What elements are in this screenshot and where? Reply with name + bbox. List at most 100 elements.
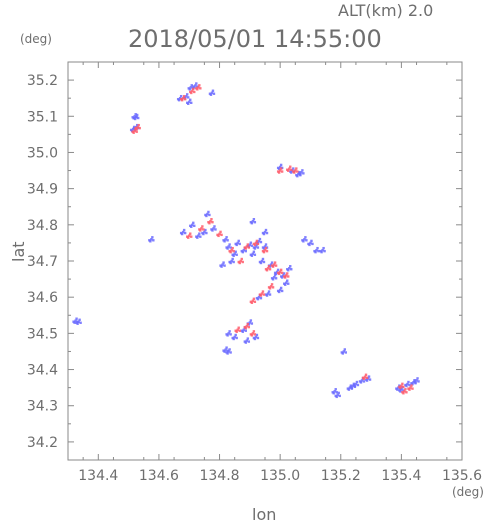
- echo-point-blue: [298, 170, 301, 174]
- echo-point-blue: [266, 292, 270, 295]
- y-axis-ticks: 35.2 35.1 35.0 34.9 34.8 34.7 34.6 34.5 34.4 34.3…: [27, 73, 462, 451]
- echo-point-blue: [285, 281, 288, 284]
- echo-point-blue: [263, 230, 267, 234]
- echo-point-blue: [273, 274, 277, 277]
- echo-point-blue: [223, 350, 226, 353]
- echo-point-blue: [225, 346, 228, 349]
- y-tick-label: 34.8: [27, 218, 58, 234]
- echo-point-blue: [203, 230, 206, 234]
- echo-point-blue: [237, 239, 240, 243]
- echo-point-blue: [205, 214, 208, 218]
- echo-point-blue: [193, 224, 196, 228]
- echo-point-blue: [400, 388, 403, 391]
- echo-point-blue: [311, 242, 314, 246]
- echo-point-red: [251, 332, 255, 335]
- echo-point-blue: [415, 379, 418, 382]
- echo-point-blue: [274, 277, 278, 280]
- echo-point-red: [253, 333, 257, 336]
- echo-point-blue: [309, 241, 312, 245]
- altitude-label: ALT(km) 2.0: [338, 1, 433, 20]
- echo-point-red: [362, 377, 366, 380]
- echo-point-blue: [231, 257, 234, 261]
- echo-point-blue: [197, 234, 200, 237]
- echo-point-blue: [134, 113, 137, 116]
- echo-point-red: [244, 247, 248, 250]
- echo-point-blue: [320, 250, 323, 254]
- echo-point-blue: [336, 393, 339, 397]
- echo-point-red: [293, 171, 296, 174]
- echo-point-blue: [279, 163, 283, 167]
- echo-point-red: [252, 330, 256, 333]
- echo-point-red: [404, 388, 407, 391]
- echo-point-blue: [359, 381, 363, 384]
- echo-point-blue: [264, 228, 268, 232]
- echo-point-red: [289, 165, 292, 168]
- echo-point-red: [211, 221, 214, 224]
- echo-point-blue: [259, 296, 263, 300]
- echo-point-red: [245, 324, 249, 328]
- echo-point-blue: [253, 253, 257, 256]
- echo-point-blue: [360, 379, 364, 382]
- echo-point-blue: [277, 290, 281, 294]
- echo-point-blue: [78, 318, 81, 321]
- echo-point-blue: [224, 348, 227, 351]
- echo-point-blue: [74, 319, 77, 322]
- echo-point-blue: [287, 282, 290, 285]
- echo-point-red: [199, 87, 202, 90]
- echo-point-blue: [249, 319, 253, 322]
- echo-point-red: [193, 90, 196, 94]
- echo-point-red: [238, 261, 241, 265]
- echo-point-red: [181, 96, 185, 100]
- echo-point-red: [210, 218, 213, 221]
- echo-point-blue: [290, 268, 293, 271]
- echo-point-blue: [296, 174, 299, 178]
- echo-point-red: [220, 233, 223, 237]
- echo-point-red: [402, 392, 405, 395]
- echo-point-red: [187, 236, 190, 239]
- echo-point-blue: [292, 167, 295, 170]
- echo-point-blue: [407, 380, 410, 384]
- echo-point-blue: [344, 351, 347, 354]
- echo-point-blue: [396, 388, 399, 391]
- echo-point-blue: [274, 272, 278, 276]
- echo-point-blue: [259, 261, 263, 265]
- echo-point-blue: [221, 263, 224, 266]
- echo-point-blue: [244, 341, 248, 344]
- echo-point-red: [280, 271, 284, 275]
- echo-point-red: [217, 234, 220, 238]
- echo-point-red: [247, 325, 251, 329]
- echo-point-blue: [247, 340, 251, 343]
- echo-point-blue: [351, 384, 355, 388]
- echo-point-blue: [225, 236, 228, 239]
- echo-point-blue: [276, 268, 280, 272]
- echo-point-red: [267, 265, 271, 268]
- echo-point-blue: [260, 259, 264, 263]
- echo-point-blue: [254, 245, 258, 248]
- echo-point-blue: [76, 322, 79, 325]
- echo-point-blue: [248, 243, 252, 246]
- echo-point-red: [294, 169, 297, 172]
- x-tick-label: 134.6: [139, 468, 179, 484]
- echo-point-red: [192, 87, 195, 91]
- echo-point-blue: [222, 261, 225, 264]
- y-tick-label: 34.5: [27, 326, 58, 342]
- echo-point-red: [236, 328, 239, 331]
- echo-point-blue: [337, 391, 340, 395]
- echo-point-blue: [136, 116, 140, 120]
- echo-point-blue: [300, 171, 303, 174]
- echo-point-blue: [230, 259, 233, 263]
- echo-point-blue: [417, 380, 420, 383]
- echo-point-blue: [77, 320, 80, 323]
- echo-point-red: [284, 276, 287, 279]
- echo-point-blue: [233, 252, 236, 255]
- echo-point-red: [255, 239, 259, 243]
- echo-point-red: [190, 91, 193, 95]
- y-axis-label: lat: [9, 241, 28, 262]
- echo-point-blue: [250, 222, 254, 225]
- echo-point-blue: [180, 232, 184, 236]
- echo-point-red: [363, 375, 367, 378]
- echo-point-blue: [305, 239, 308, 242]
- echo-point-red: [197, 86, 200, 89]
- echo-points-layer: [72, 82, 420, 399]
